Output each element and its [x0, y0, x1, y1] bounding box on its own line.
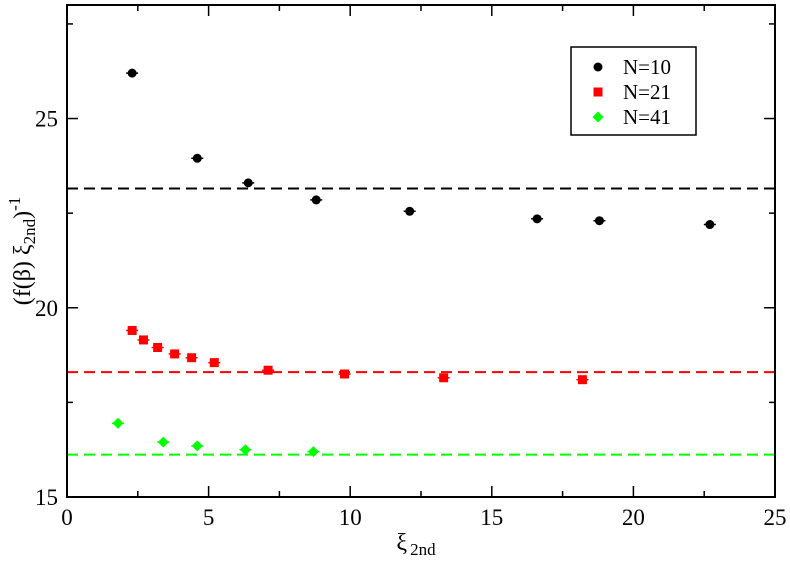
legend-marker: [593, 62, 603, 72]
y-tick-label: 20: [35, 296, 58, 321]
legend-box: [570, 46, 697, 136]
x-axis-label-base: ξ: [396, 530, 407, 556]
y-tick-label: 15: [35, 485, 58, 510]
data-point: [532, 214, 542, 224]
data-point: [311, 195, 321, 205]
data-point: [705, 220, 715, 230]
x-tick-label: 20: [622, 505, 645, 530]
y-axis-label-sup: -1: [5, 197, 24, 211]
data-point: [153, 343, 163, 353]
data-point: [127, 68, 137, 78]
legend-label: N=10: [623, 55, 671, 79]
legend-marker: [593, 87, 603, 97]
x-tick-label: 15: [480, 505, 503, 530]
data-point: [405, 206, 415, 216]
data-point: [577, 375, 587, 385]
data-point: [209, 358, 219, 368]
data-point: [263, 365, 273, 375]
data-point: [239, 444, 251, 456]
x-tick-label: 5: [203, 505, 215, 530]
legend-marker: [592, 111, 604, 123]
legend: N=10N=21N=41: [570, 46, 697, 136]
data-point: [243, 178, 253, 188]
data-point: [138, 335, 148, 345]
data-points: [111, 68, 716, 458]
legend-label: N=41: [623, 105, 671, 129]
plot-frame: [66, 4, 776, 498]
data-point: [127, 325, 137, 335]
x-tick-label: 25: [764, 505, 787, 530]
y-axis-label-prefix: (f(β) ξ: [10, 244, 36, 305]
data-point: [307, 446, 319, 458]
data-point: [192, 153, 202, 163]
data-point: [170, 349, 180, 359]
data-point: [191, 440, 203, 452]
data-point: [340, 369, 350, 379]
y-axis-label-sub: 2nd: [20, 218, 39, 244]
y-tick-label: 25: [35, 107, 58, 132]
x-axis-label: ξ 2nd: [396, 530, 436, 559]
y-axis-label: (f(β) ξ2nd)-1: [5, 197, 39, 306]
data-point: [112, 417, 124, 429]
legend-label: N=21: [623, 80, 671, 104]
data-point: [157, 436, 169, 448]
tick-labels: 0 5 10 15 20 25 15 20 25: [35, 107, 787, 530]
y-axis-label-suffix: ): [10, 211, 36, 219]
x-axis-label-sub: 2nd: [410, 540, 436, 559]
data-point: [594, 216, 604, 226]
x-tick-label: 0: [61, 505, 73, 530]
data-point: [187, 353, 197, 363]
data-point: [439, 373, 449, 383]
x-tick-label: 10: [339, 505, 362, 530]
reference-lines: [67, 187, 775, 456]
